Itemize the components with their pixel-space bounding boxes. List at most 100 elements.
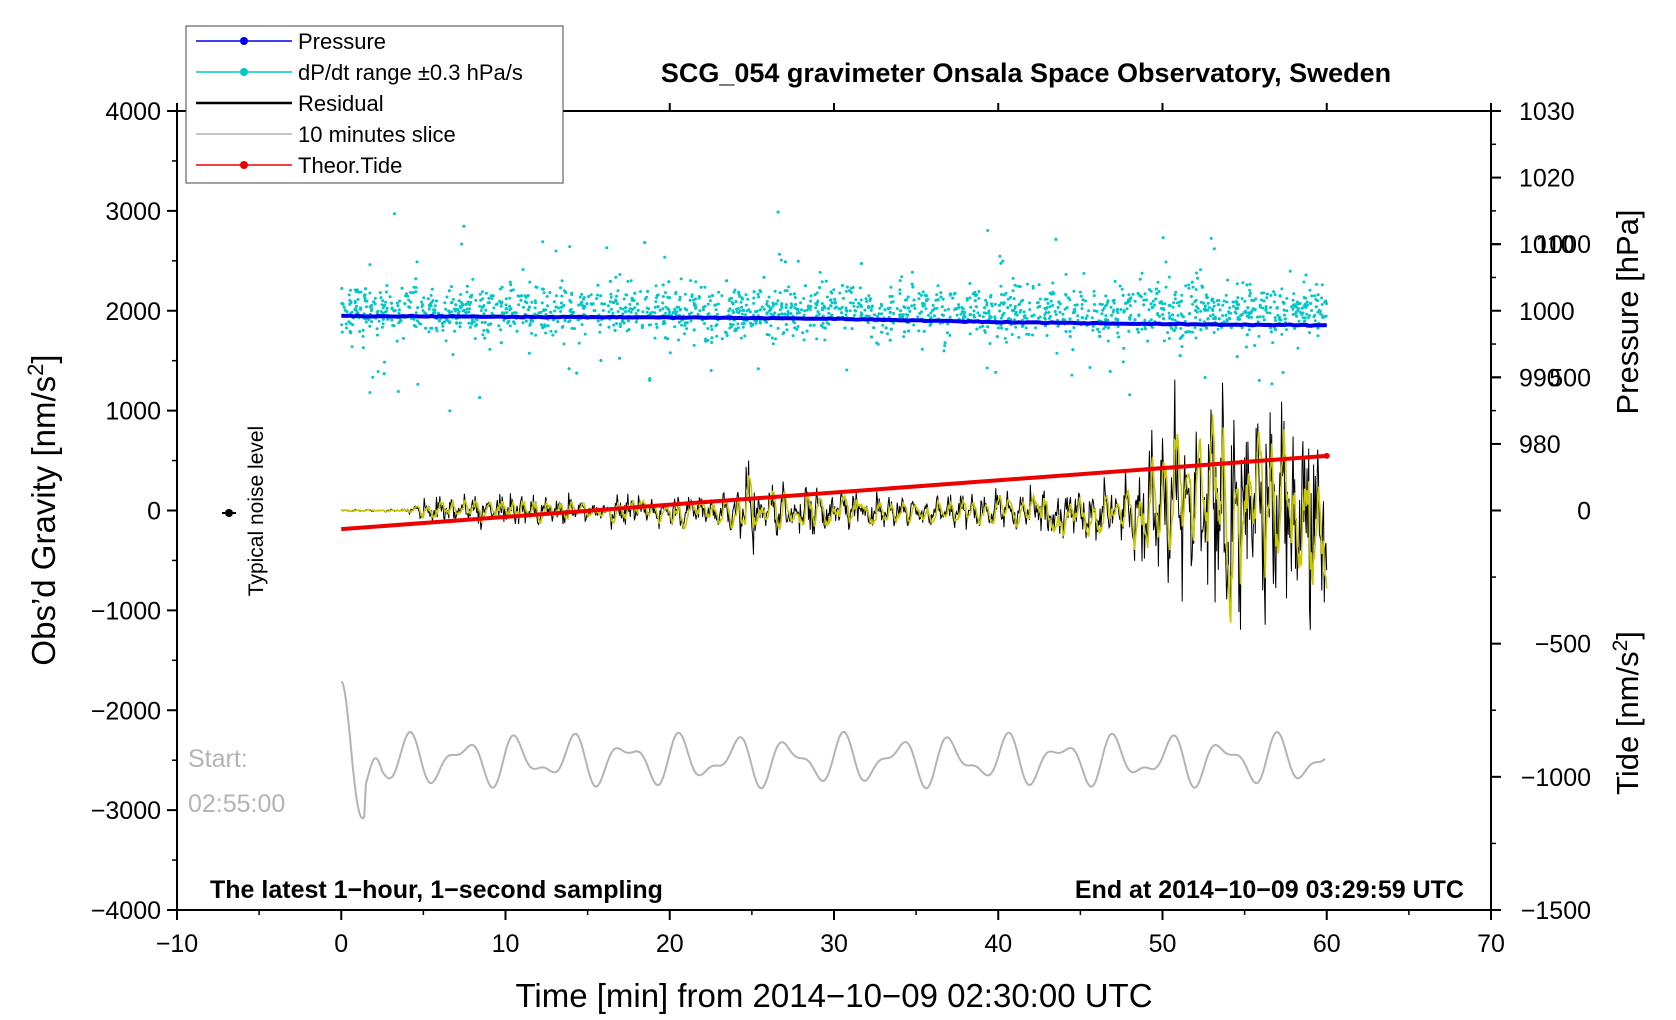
dpdt-point xyxy=(1176,314,1180,317)
dpdt-point xyxy=(1116,307,1119,311)
dpdt-point xyxy=(595,297,599,300)
dpdt-point xyxy=(1056,305,1060,309)
dpdt-point xyxy=(653,336,657,340)
dpdt-point xyxy=(535,285,539,289)
dpdt-point xyxy=(433,304,437,308)
dpdt-point xyxy=(996,326,1000,330)
dpdt-point xyxy=(1248,288,1252,292)
dpdt-point xyxy=(591,302,595,306)
dpdt-point xyxy=(615,322,618,325)
dpdt-point xyxy=(703,285,707,289)
dpdt-point xyxy=(381,306,385,310)
x-tick-label: 40 xyxy=(984,930,1012,958)
dpdt-point xyxy=(1168,316,1172,320)
dpdt-point xyxy=(814,306,818,310)
dpdt-point xyxy=(977,296,981,300)
dpdt-point xyxy=(943,341,947,345)
dpdt-point xyxy=(1217,299,1221,302)
dpdt-point xyxy=(368,324,372,328)
dpdt-point xyxy=(431,311,435,315)
slice-line xyxy=(340,680,1326,820)
dpdt-point xyxy=(369,309,373,313)
tide-tick-label: −1000 xyxy=(1521,764,1591,792)
dpdt-point xyxy=(1257,334,1261,338)
dpdt-point xyxy=(1167,275,1171,279)
dpdt-point xyxy=(998,303,1001,307)
dpdt-point xyxy=(1031,286,1035,290)
dpdt-point xyxy=(692,343,696,347)
dpdt-point xyxy=(534,301,538,305)
dpdt-point xyxy=(1137,330,1140,334)
dpdt-point xyxy=(1261,306,1265,310)
dpdt-point xyxy=(749,321,753,325)
dpdt-point xyxy=(709,324,713,328)
dpdt-point xyxy=(929,311,933,315)
dpdt-point xyxy=(815,337,819,341)
dpdt-point xyxy=(500,311,504,315)
dpdt-point xyxy=(549,310,553,314)
dpdt-point xyxy=(748,310,752,314)
dpdt-point xyxy=(710,328,714,331)
dpdt-point xyxy=(689,279,693,283)
dpdt-point xyxy=(948,333,952,337)
dpdt-point xyxy=(1142,303,1146,307)
dpdt-point xyxy=(397,308,401,312)
dpdt-point xyxy=(987,309,991,313)
dpdt-point xyxy=(384,290,388,294)
dpdt-point xyxy=(1054,237,1058,241)
dpdt-point xyxy=(347,320,351,324)
dpdt-point xyxy=(654,322,658,326)
dpdt-point xyxy=(694,306,698,310)
dpdt-point xyxy=(927,313,930,317)
dpdt-point xyxy=(756,292,760,296)
dpdt-point xyxy=(1295,300,1299,304)
dpdt-point xyxy=(1250,315,1253,319)
dpdt-point xyxy=(629,310,633,314)
dpdt-point xyxy=(693,297,697,301)
dpdt-point xyxy=(585,302,589,306)
dpdt-point xyxy=(1265,311,1269,315)
dpdt-point xyxy=(344,322,348,326)
dpdt-point xyxy=(838,291,842,295)
dpdt-point xyxy=(735,310,739,314)
dpdt-point xyxy=(543,323,547,327)
dpdt-point xyxy=(618,273,622,276)
dpdt-point xyxy=(1309,301,1312,305)
dpdt-point xyxy=(1161,313,1165,317)
dpdt-point xyxy=(990,302,993,306)
dpdt-point xyxy=(668,310,672,314)
dpdt-point xyxy=(737,292,741,296)
dpdt-point xyxy=(364,320,368,324)
legend-swatch-marker xyxy=(240,68,248,76)
dpdt-point xyxy=(1143,318,1147,322)
dpdt-point xyxy=(995,335,999,339)
dpdt-point xyxy=(1315,282,1318,286)
dpdt-point xyxy=(356,297,360,301)
dpdt-point xyxy=(1063,307,1067,311)
dpdt-point xyxy=(490,311,494,315)
dpdt-point xyxy=(385,306,389,310)
dpdt-point xyxy=(1320,296,1324,300)
dpdt-point xyxy=(1285,309,1289,313)
dpdt-point xyxy=(497,324,501,328)
dpdt-point xyxy=(1194,298,1198,302)
dpdt-point xyxy=(728,326,732,330)
dpdt-point xyxy=(904,298,908,302)
dpdt-point xyxy=(1195,271,1198,275)
legend-swatch-marker xyxy=(240,37,248,45)
dpdt-point xyxy=(873,313,876,317)
dpdt-point xyxy=(409,290,412,294)
dpdt-point xyxy=(730,296,734,300)
dpdt-point xyxy=(1158,301,1162,305)
dpdt-point xyxy=(1173,318,1177,322)
dpdt-point xyxy=(936,284,940,288)
dpdt-point xyxy=(804,284,807,288)
dpdt-point xyxy=(1162,317,1166,321)
dpdt-point xyxy=(1187,286,1191,290)
dpdt-point xyxy=(880,304,884,308)
dpdt-point xyxy=(1013,318,1016,322)
dpdt-point xyxy=(583,332,587,336)
dpdt-point xyxy=(1121,293,1125,297)
dpdt-point xyxy=(751,323,755,326)
dpdt-point xyxy=(381,322,385,326)
